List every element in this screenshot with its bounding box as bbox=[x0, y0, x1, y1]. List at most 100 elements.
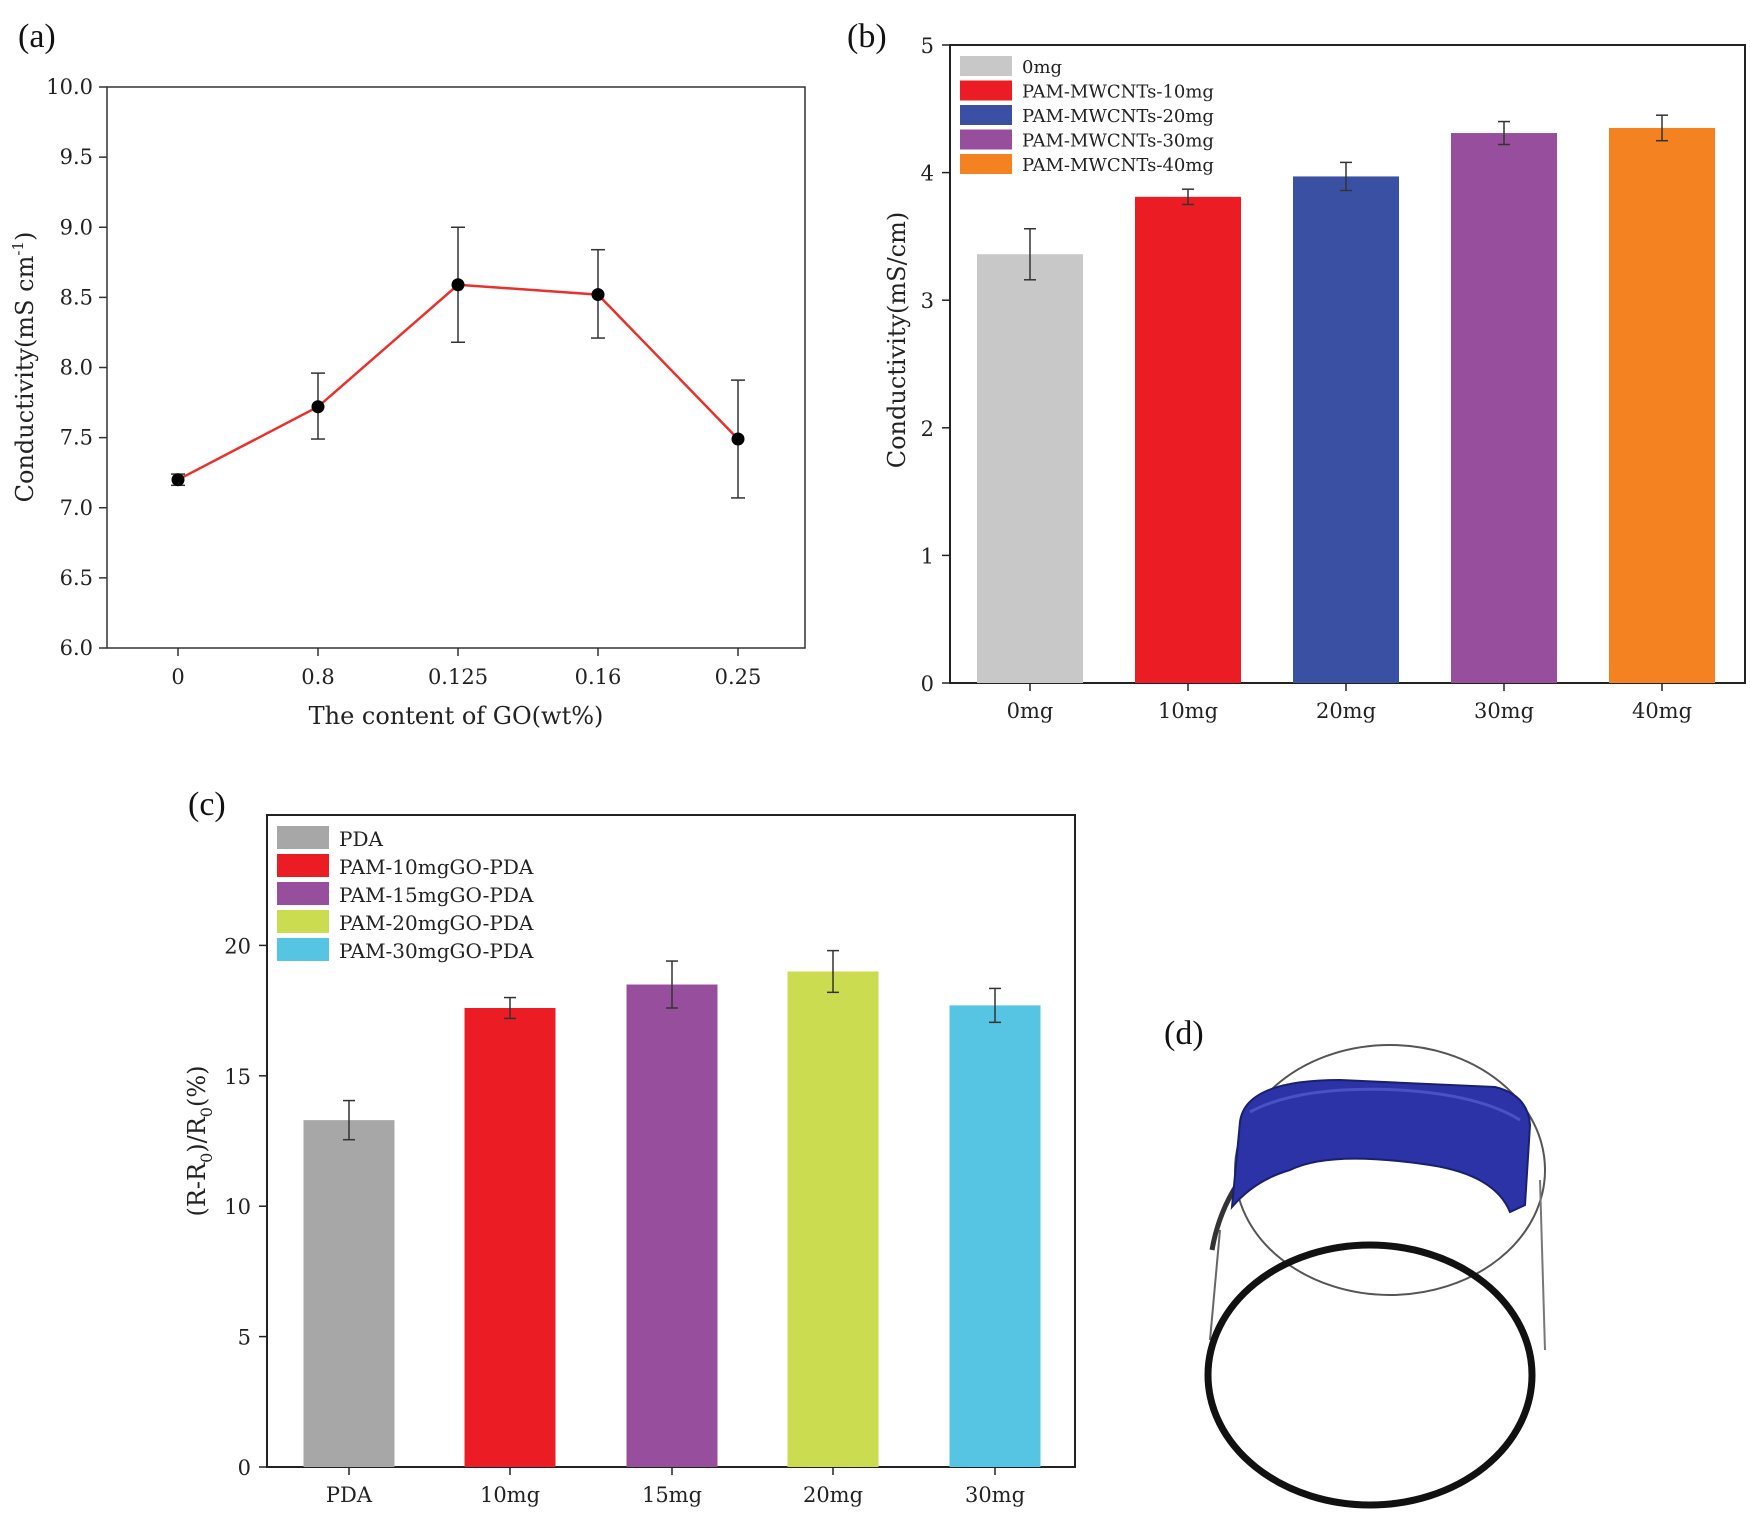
panel-b-legend-swatch bbox=[960, 56, 1012, 76]
panel-a-x-tick-label: 0 bbox=[171, 665, 184, 689]
panel-b-x-tick-label: 30mg bbox=[1474, 699, 1534, 723]
band-highlight bbox=[1249, 1087, 1521, 1122]
panel-a-x-ticks: 0 0.8 0.125 0.16 0.25 bbox=[171, 648, 761, 689]
panel-c-bars bbox=[303, 949, 1041, 1467]
panel-a-y-tick-label: 7.0 bbox=[60, 496, 93, 520]
panel-c-y-tick-label: 20 bbox=[224, 934, 251, 958]
cylinder-illustration bbox=[1204, 1044, 1546, 1509]
panel-b-legend-swatch bbox=[960, 105, 1012, 125]
panel-a-data-point bbox=[591, 288, 605, 302]
panel-d-label: (d) bbox=[1164, 1015, 1204, 1052]
panel-c-legend: PDA PAM-10mgGO-PDA PAM-15mgGO-PDA PAM-20mgG… bbox=[277, 826, 534, 963]
panel-c-bar bbox=[949, 1005, 1041, 1467]
panel-b-y-tick-label: 5 bbox=[921, 34, 934, 58]
panel-a-data-point bbox=[311, 400, 325, 414]
panel-c-y-tick-label: 0 bbox=[238, 1456, 251, 1480]
panel-a-x-axis-title: The content of GO(wt%) bbox=[309, 702, 604, 730]
panel-b-legend-label: 0mg bbox=[1022, 57, 1062, 78]
panel-d-illustration: (d) bbox=[1164, 1015, 1546, 1509]
panel-c-y-axis-title: (R-R0)/R0(%) bbox=[183, 1065, 216, 1216]
panel-c-x-ticks: PDA 10mg 15mg 20mg 30mg bbox=[326, 1467, 1025, 1507]
panel-c-x-tick-label: PDA bbox=[326, 1483, 373, 1507]
panel-b-bar-chart: (b) 0 1 2 3 4 5 0mg 10mg 20mg 30mg 40mg 0mg PAM-MW… bbox=[847, 18, 1746, 723]
panel-a-x-tick-label: 0.25 bbox=[715, 665, 762, 689]
panel-c-legend-label: PAM-10mgGO-PDA bbox=[339, 855, 534, 879]
panel-c-legend-swatch bbox=[277, 938, 329, 961]
panel-c-y-tick-label: 15 bbox=[224, 1065, 251, 1089]
panel-c-bar bbox=[787, 971, 879, 1467]
panel-a-y-tick-label: 8.0 bbox=[60, 356, 93, 380]
cylinder-bottom-rim bbox=[1204, 1241, 1536, 1509]
panel-b-bar bbox=[1609, 127, 1715, 683]
panel-c-legend-label: PAM-30mgGO-PDA bbox=[339, 939, 534, 963]
panel-c-legend-swatch bbox=[277, 910, 329, 933]
panel-b-x-tick-label: 20mg bbox=[1316, 699, 1376, 723]
panel-c-y-ticks: 0 5 10 15 20 bbox=[224, 934, 267, 1480]
panel-a-y-tick-label: 7.5 bbox=[60, 426, 93, 450]
panel-b-y-tick-label: 1 bbox=[921, 544, 934, 568]
panel-b-legend-label: PAM-MWCNTs-30mg bbox=[1022, 131, 1214, 152]
panel-a-y-tick-label: 9.5 bbox=[60, 145, 93, 169]
panel-a-y-axis-title: Conductivity(mS cm-1) bbox=[9, 232, 39, 503]
panel-a-data-point bbox=[171, 473, 185, 487]
panel-c-label: (c) bbox=[188, 786, 226, 823]
panel-c-legend-label: PAM-15mgGO-PDA bbox=[339, 883, 534, 907]
panel-b-bar bbox=[1451, 133, 1557, 683]
panel-a-y-tick-label: 6.0 bbox=[60, 636, 93, 660]
panel-a-y-tick-label: 8.5 bbox=[60, 285, 93, 309]
panel-c-x-tick-label: 30mg bbox=[965, 1483, 1025, 1507]
panel-b-y-axis-title: Conductivity(mS/cm) bbox=[883, 212, 911, 469]
panel-c-x-tick-label: 20mg bbox=[803, 1483, 863, 1507]
panel-c-bar bbox=[464, 1007, 556, 1467]
panel-b-legend-swatch bbox=[960, 80, 1012, 101]
panel-b-legend-label: PAM-MWCNTs-40mg bbox=[1022, 155, 1214, 176]
panel-b-legend-label: PAM-MWCNTs-10mg bbox=[1022, 82, 1214, 103]
panel-a-y-tick-label: 10.0 bbox=[46, 75, 93, 99]
panel-b-x-tick-label: 40mg bbox=[1632, 699, 1692, 723]
panel-b-y-tick-label: 4 bbox=[921, 162, 934, 186]
panel-b-label: (b) bbox=[847, 18, 887, 55]
panel-a-series bbox=[171, 226, 745, 499]
panel-b-bar bbox=[977, 254, 1083, 683]
panel-a-data-point bbox=[451, 278, 465, 292]
panel-c-bar-chart: (c) 0 5 10 15 20 PDA 10mg 15mg 20mg 30mg PDA PAM-… bbox=[183, 786, 1076, 1507]
cylinder-right-wall bbox=[1539, 1179, 1546, 1351]
panel-a-x-tick-label: 0.125 bbox=[428, 665, 488, 689]
panel-c-y-tick-label: 10 bbox=[224, 1195, 251, 1219]
panel-b-y-tick-label: 2 bbox=[921, 417, 934, 441]
panel-c-bar bbox=[303, 1120, 395, 1467]
panel-b-x-ticks: 0mg 10mg 20mg 30mg 40mg bbox=[1007, 683, 1692, 723]
panel-c-bar bbox=[626, 984, 718, 1467]
panel-b-legend-swatch bbox=[960, 129, 1012, 150]
panel-b-legend-swatch bbox=[960, 154, 1012, 174]
panel-c-legend-label: PDA bbox=[339, 827, 383, 851]
panel-a-x-tick-label: 0.8 bbox=[301, 665, 334, 689]
panel-b-y-tick-label: 3 bbox=[921, 289, 934, 313]
panel-b-bars bbox=[977, 114, 1715, 684]
panel-a-y-tick-label: 6.5 bbox=[60, 566, 93, 590]
cylinder-left-wall bbox=[1209, 1229, 1221, 1341]
panel-a-y-ticks: 6.0 6.5 7.0 7.5 8.0 8.5 9.0 9.5 10.0 bbox=[46, 75, 107, 660]
panel-b-y-ticks: 0 1 2 3 4 5 bbox=[921, 34, 950, 696]
panel-a-line-chart: (a) 6.0 6.5 7.0 7.5 8.0 8.5 9.0 9.5 10.0 0 0.8 0.1… bbox=[9, 18, 806, 730]
panel-c-x-tick-label: 15mg bbox=[642, 1483, 702, 1507]
panel-a-x-tick-label: 0.16 bbox=[575, 665, 622, 689]
panel-a-label: (a) bbox=[18, 18, 56, 55]
panel-c-legend-label: PAM-20mgGO-PDA bbox=[339, 911, 534, 935]
panel-a-y-tick-label: 9.0 bbox=[60, 215, 93, 239]
panel-c-x-tick-label: 10mg bbox=[480, 1483, 540, 1507]
panel-b-legend: 0mg PAM-MWCNTs-10mg PAM-MWCNTs-20mg PAM-MWC… bbox=[960, 56, 1214, 176]
blue-sensor-band bbox=[1230, 1078, 1532, 1214]
panel-c-y-tick-label: 5 bbox=[238, 1326, 251, 1350]
panel-c-legend-swatch bbox=[277, 854, 329, 877]
panel-b-y-tick-label: 0 bbox=[921, 672, 934, 696]
panel-b-x-tick-label: 10mg bbox=[1158, 699, 1218, 723]
panel-b-bar bbox=[1135, 196, 1241, 683]
panel-b-bar bbox=[1293, 176, 1399, 684]
panel-c-legend-swatch bbox=[277, 826, 329, 849]
panel-a-data-point bbox=[731, 432, 745, 446]
panel-b-x-tick-label: 0mg bbox=[1007, 699, 1054, 723]
panel-c-legend-swatch bbox=[277, 882, 329, 905]
panel-a-plot-frame bbox=[106, 86, 806, 649]
